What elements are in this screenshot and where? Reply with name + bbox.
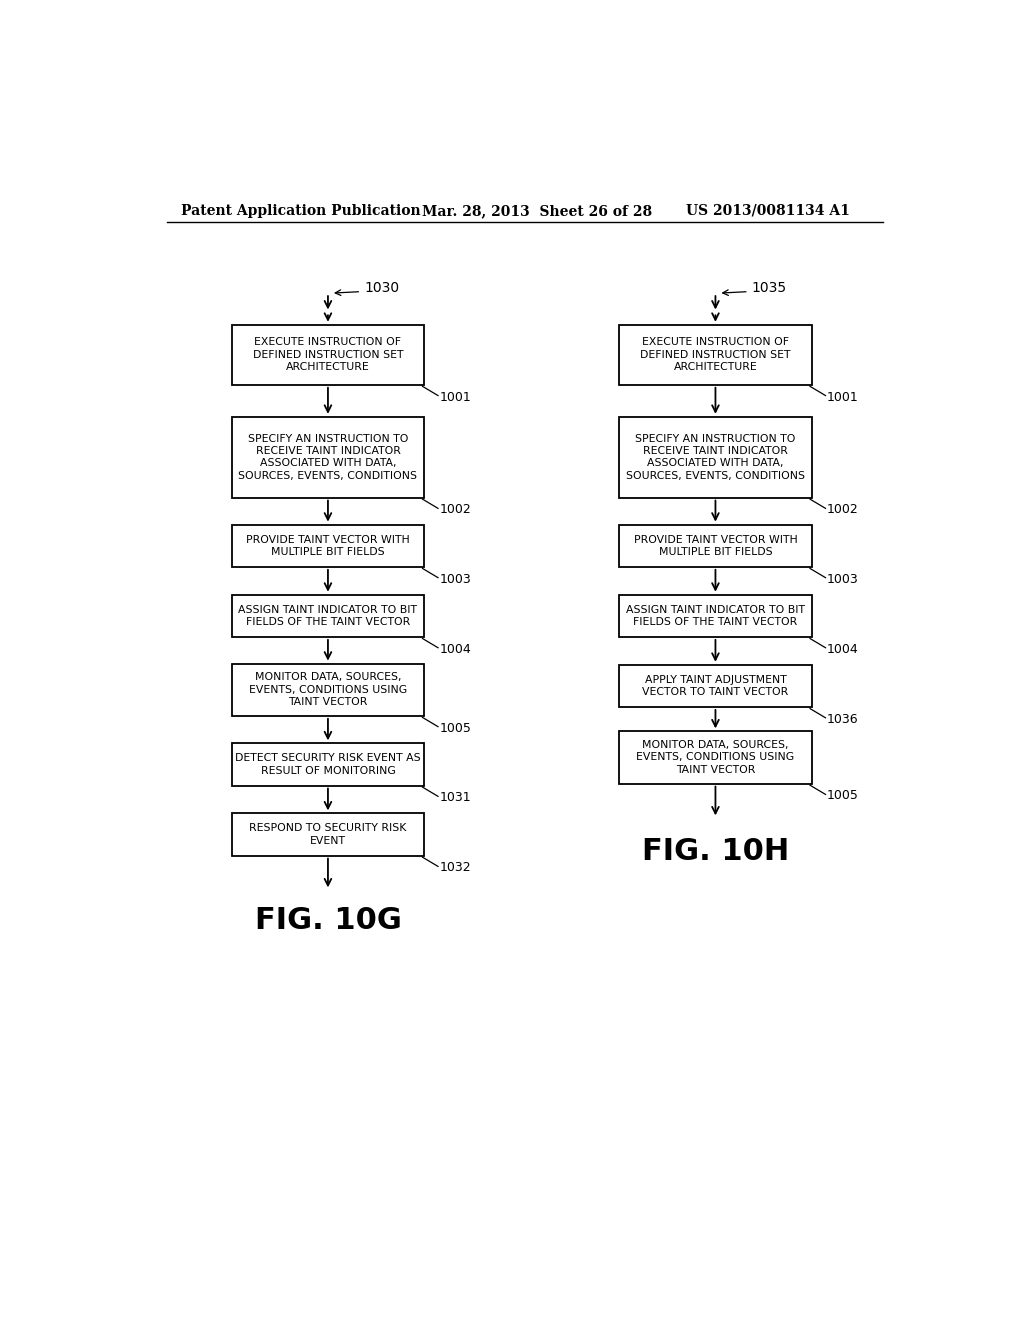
Bar [231, 417, 424, 498]
Text: SPECIFY AN INSTRUCTION TO
RECEIVE TAINT INDICATOR
ASSOCIATED WITH DATA,
SOURCES,: SPECIFY AN INSTRUCTION TO RECEIVE TAINT … [626, 433, 805, 480]
Bar [231, 594, 424, 638]
Text: 1030: 1030 [365, 281, 399, 294]
Text: 1001: 1001 [827, 391, 859, 404]
Text: ASSIGN TAINT INDICATOR TO BIT
FIELDS OF THE TAINT VECTOR: ASSIGN TAINT INDICATOR TO BIT FIELDS OF … [626, 605, 805, 627]
Text: US 2013/0081134 A1: US 2013/0081134 A1 [686, 203, 850, 218]
Text: DETECT SECURITY RISK EVENT AS
RESULT OF MONITORING: DETECT SECURITY RISK EVENT AS RESULT OF … [236, 754, 421, 776]
Text: APPLY TAINT ADJUSTMENT
VECTOR TO TAINT VECTOR: APPLY TAINT ADJUSTMENT VECTOR TO TAINT V… [642, 675, 788, 697]
Text: 1001: 1001 [439, 391, 471, 404]
Text: 1002: 1002 [439, 503, 471, 516]
Text: PROVIDE TAINT VECTOR WITH
MULTIPLE BIT FIELDS: PROVIDE TAINT VECTOR WITH MULTIPLE BIT F… [246, 535, 410, 557]
Text: PROVIDE TAINT VECTOR WITH
MULTIPLE BIT FIELDS: PROVIDE TAINT VECTOR WITH MULTIPLE BIT F… [634, 535, 798, 557]
Text: EXECUTE INSTRUCTION OF
DEFINED INSTRUCTION SET
ARCHITECTURE: EXECUTE INSTRUCTION OF DEFINED INSTRUCTI… [640, 338, 791, 372]
Text: MONITOR DATA, SOURCES,
EVENTS, CONDITIONS USING
TAINT VECTOR: MONITOR DATA, SOURCES, EVENTS, CONDITION… [636, 741, 795, 775]
Bar [620, 731, 812, 784]
Bar [231, 664, 424, 715]
Bar [620, 325, 812, 385]
Bar [620, 417, 812, 498]
Text: 1004: 1004 [439, 643, 471, 656]
Text: FIG. 10G: FIG. 10G [255, 907, 401, 935]
Bar [231, 524, 424, 566]
Text: Patent Application Publication: Patent Application Publication [180, 203, 420, 218]
Text: ASSIGN TAINT INDICATOR TO BIT
FIELDS OF THE TAINT VECTOR: ASSIGN TAINT INDICATOR TO BIT FIELDS OF … [239, 605, 418, 627]
Bar [620, 594, 812, 638]
Bar [620, 665, 812, 708]
Bar [231, 743, 424, 785]
Text: 1005: 1005 [827, 789, 859, 803]
Text: MONITOR DATA, SOURCES,
EVENTS, CONDITIONS USING
TAINT VECTOR: MONITOR DATA, SOURCES, EVENTS, CONDITION… [249, 672, 407, 708]
Text: 1003: 1003 [827, 573, 859, 586]
Text: 1002: 1002 [827, 503, 859, 516]
Text: 1032: 1032 [439, 862, 471, 874]
Text: Mar. 28, 2013  Sheet 26 of 28: Mar. 28, 2013 Sheet 26 of 28 [423, 203, 652, 218]
Text: RESPOND TO SECURITY RISK
EVENT: RESPOND TO SECURITY RISK EVENT [249, 824, 407, 846]
Text: 1003: 1003 [439, 573, 471, 586]
Text: SPECIFY AN INSTRUCTION TO
RECEIVE TAINT INDICATOR
ASSOCIATED WITH DATA,
SOURCES,: SPECIFY AN INSTRUCTION TO RECEIVE TAINT … [239, 433, 418, 480]
Bar [620, 524, 812, 566]
Text: 1035: 1035 [752, 281, 787, 294]
Bar [231, 813, 424, 855]
Text: EXECUTE INSTRUCTION OF
DEFINED INSTRUCTION SET
ARCHITECTURE: EXECUTE INSTRUCTION OF DEFINED INSTRUCTI… [253, 338, 403, 372]
Text: FIG. 10H: FIG. 10H [642, 837, 790, 866]
Text: 1031: 1031 [439, 792, 471, 804]
Text: 1005: 1005 [439, 722, 471, 735]
Bar [231, 325, 424, 385]
Text: 1036: 1036 [827, 713, 859, 726]
Text: 1004: 1004 [827, 643, 859, 656]
